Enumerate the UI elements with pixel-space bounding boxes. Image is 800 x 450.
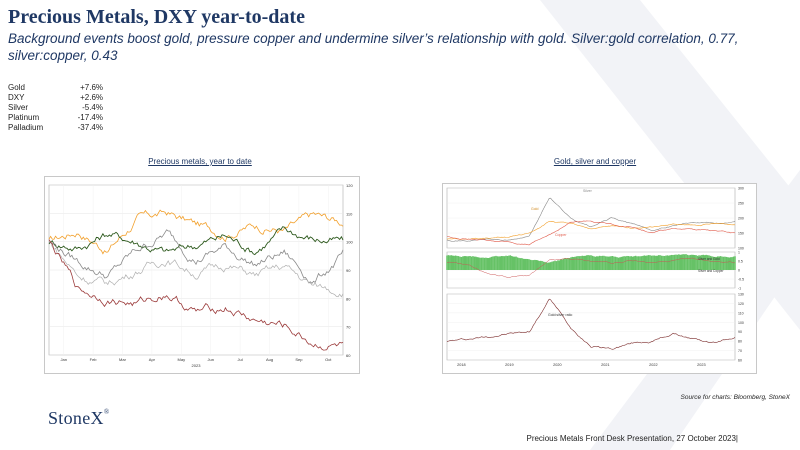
silver-series-line [48, 229, 344, 284]
performance-metal-value: -17.4% [77, 113, 103, 122]
y-tick-label: 200 [738, 217, 744, 221]
footer-text: Precious Metals Front Desk Presentation,… [526, 434, 738, 443]
x-tick-label: 2018 [457, 363, 465, 367]
x-tick-label: Mar [119, 357, 127, 362]
y-tick-label: 1 [738, 251, 740, 255]
y-tick-label: 100 [738, 247, 744, 251]
performance-metal-name: DXY [8, 93, 25, 102]
performance-metal-name: Palladium [8, 123, 44, 132]
y-tick-label: -1 [738, 287, 741, 291]
x-tick-label: 2020 [553, 363, 561, 367]
performance-row: Silver -5.4% [8, 103, 103, 113]
x-tick-label: Jun [207, 357, 213, 362]
performance-row: DXY +2.6% [8, 93, 103, 103]
y-tick-label: 60 [346, 353, 351, 358]
stonex-logo: StoneX® [48, 408, 110, 428]
chart-caption-left: Precious metals, year to date [148, 157, 252, 166]
x-tick-label: 2022 [649, 363, 657, 367]
y-tick-label: 120 [738, 302, 744, 306]
y-tick-label: 150 [738, 232, 744, 236]
y-tick-label: 100 [346, 240, 353, 245]
performance-row: Palladium -37.4% [8, 123, 103, 133]
gold-silver-copper-chart: 100 150 200 250 300 Silver Gold Copper -1 -0.5 0 0.… [442, 183, 757, 374]
x-year-label: 2023 [192, 363, 202, 368]
y-tick-label: 60 [738, 359, 742, 363]
y-tick-label: 110 [346, 211, 353, 216]
gold-series-line [446, 220, 736, 240]
precious-metals-chart: 60 70 80 90 100 110 120 Jan Feb Mar Apr May Jun Jul Au… [44, 176, 360, 374]
x-tick-label: Oct [325, 357, 332, 362]
page-subtitle: Background events boost gold, pressure c… [8, 31, 739, 63]
gold-series-line [48, 209, 344, 255]
x-tick-label: 2021 [601, 363, 609, 367]
panel-frame [446, 293, 736, 361]
y-tick-label: -0.5 [738, 278, 744, 282]
silver-copper-correlation-line [446, 257, 736, 278]
x-tick-label: Apr [149, 357, 156, 362]
performance-metal-name: Gold [8, 83, 25, 92]
y-tick-label: 70 [346, 325, 351, 330]
source-note: Source for charts: Bloomberg, StoneX [680, 394, 790, 401]
y-tick-label: 80 [738, 340, 742, 344]
y-tick-label: 0 [738, 269, 740, 273]
y-tick-label: 90 [346, 268, 351, 273]
y-tick-label: 70 [738, 349, 742, 353]
correlation-label: Silver and Gold [698, 257, 720, 261]
x-tick-label: Sep [295, 357, 303, 362]
y-tick-label: 300 [738, 187, 744, 191]
series-label: Gold [531, 207, 538, 211]
x-tick-label: 2023 [697, 363, 705, 367]
copper-series-line [447, 220, 736, 246]
performance-table: Gold +7.6% DXY +2.6% Silver -5.4% Platinum -17.… [8, 83, 103, 133]
correlation-label: Silver and Copper [698, 269, 724, 273]
y-tick-label: 110 [738, 311, 744, 315]
series-label: Copper [555, 233, 567, 237]
page-title: Precious Metals, DXY year-to-date [8, 6, 305, 28]
x-tick-label: Jul [238, 357, 243, 362]
series-label: Gold:silver ratio [548, 313, 572, 317]
palladium-series-line [48, 239, 344, 351]
silver-series-line [446, 197, 736, 242]
x-tick-label: Aug [266, 357, 273, 362]
performance-metal-value: -5.4% [82, 103, 103, 112]
performance-metal-name: Silver [8, 103, 29, 112]
y-tick-label: 250 [738, 202, 744, 206]
x-tick-label: Jan [60, 357, 66, 362]
dxy-series-line [48, 226, 344, 256]
chart-caption-right: Gold, silver and copper [553, 157, 637, 166]
ratio-series-line [446, 298, 736, 350]
performance-metal-name: Platinum [8, 113, 40, 122]
performance-row: Platinum -17.4% [8, 113, 103, 123]
performance-metal-value: +2.6% [80, 93, 103, 102]
performance-metal-value: +7.6% [80, 83, 103, 92]
series-label: Silver [583, 189, 593, 193]
precious-metals-chart-svg: 60 70 80 90 100 110 120 Jan Feb Mar Apr May Jun Jul Au… [48, 183, 353, 368]
performance-row: Gold +7.6% [8, 83, 103, 93]
platinum-series-line [48, 240, 344, 298]
x-tick-label: Feb [90, 357, 98, 362]
y-tick-label: 130 [738, 293, 744, 297]
y-tick-label: 100 [738, 321, 744, 325]
performance-metal-value: -37.4% [77, 123, 103, 132]
y-tick-label: 120 [346, 183, 353, 188]
y-tick-label: 90 [738, 330, 742, 334]
gold-silver-copper-chart-svg: 100 150 200 250 300 Silver Gold Copper -1 -0.5 0 0.… [446, 187, 744, 367]
x-tick-label: 2019 [505, 363, 513, 367]
x-tick-label: May [178, 357, 186, 362]
y-tick-label: 0.5 [738, 260, 743, 264]
y-tick-label: 80 [346, 296, 351, 301]
